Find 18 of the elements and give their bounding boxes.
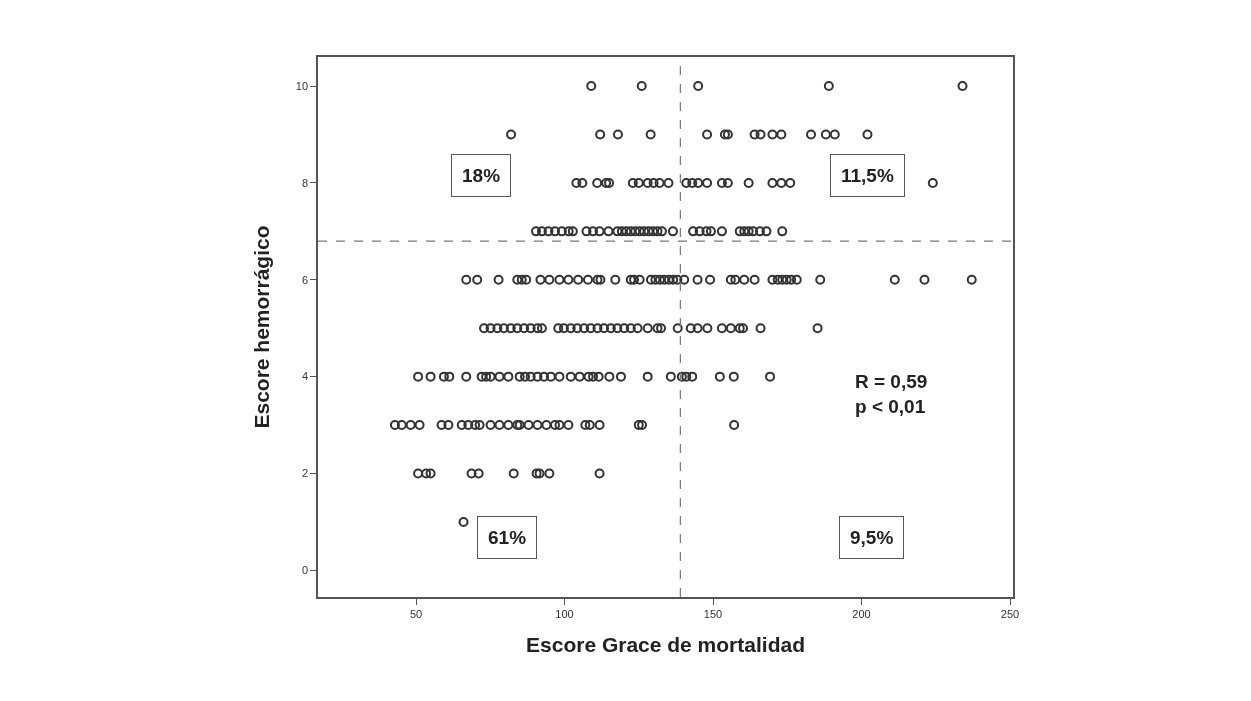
x-tick-label: 150: [703, 607, 723, 620]
x-tick-label: 250: [1000, 607, 1020, 620]
annotation: 61%: [488, 527, 527, 548]
y-tick-label: 6: [301, 273, 309, 286]
x-axis-title: Escore Grace de mortalidad: [526, 632, 805, 656]
y-axis-title: Escore hemorrágico: [250, 225, 274, 429]
annotation: 9,5%: [850, 527, 894, 548]
annotation: 11,5%: [841, 165, 894, 186]
annotation: R = 0,59 p < 0,01: [855, 371, 928, 417]
x-tick-label: 50: [409, 607, 423, 620]
x-tick-label: 100: [555, 607, 574, 620]
y-tick-label: 4: [301, 370, 309, 383]
y-tick-label: 0: [301, 564, 309, 577]
y-tick-label: 8: [301, 176, 309, 189]
x-tick-label: 200: [852, 607, 871, 620]
y-tick-label: 2: [301, 467, 309, 480]
y-tick-label: 10: [295, 79, 309, 92]
annotation: 18%: [462, 165, 501, 186]
